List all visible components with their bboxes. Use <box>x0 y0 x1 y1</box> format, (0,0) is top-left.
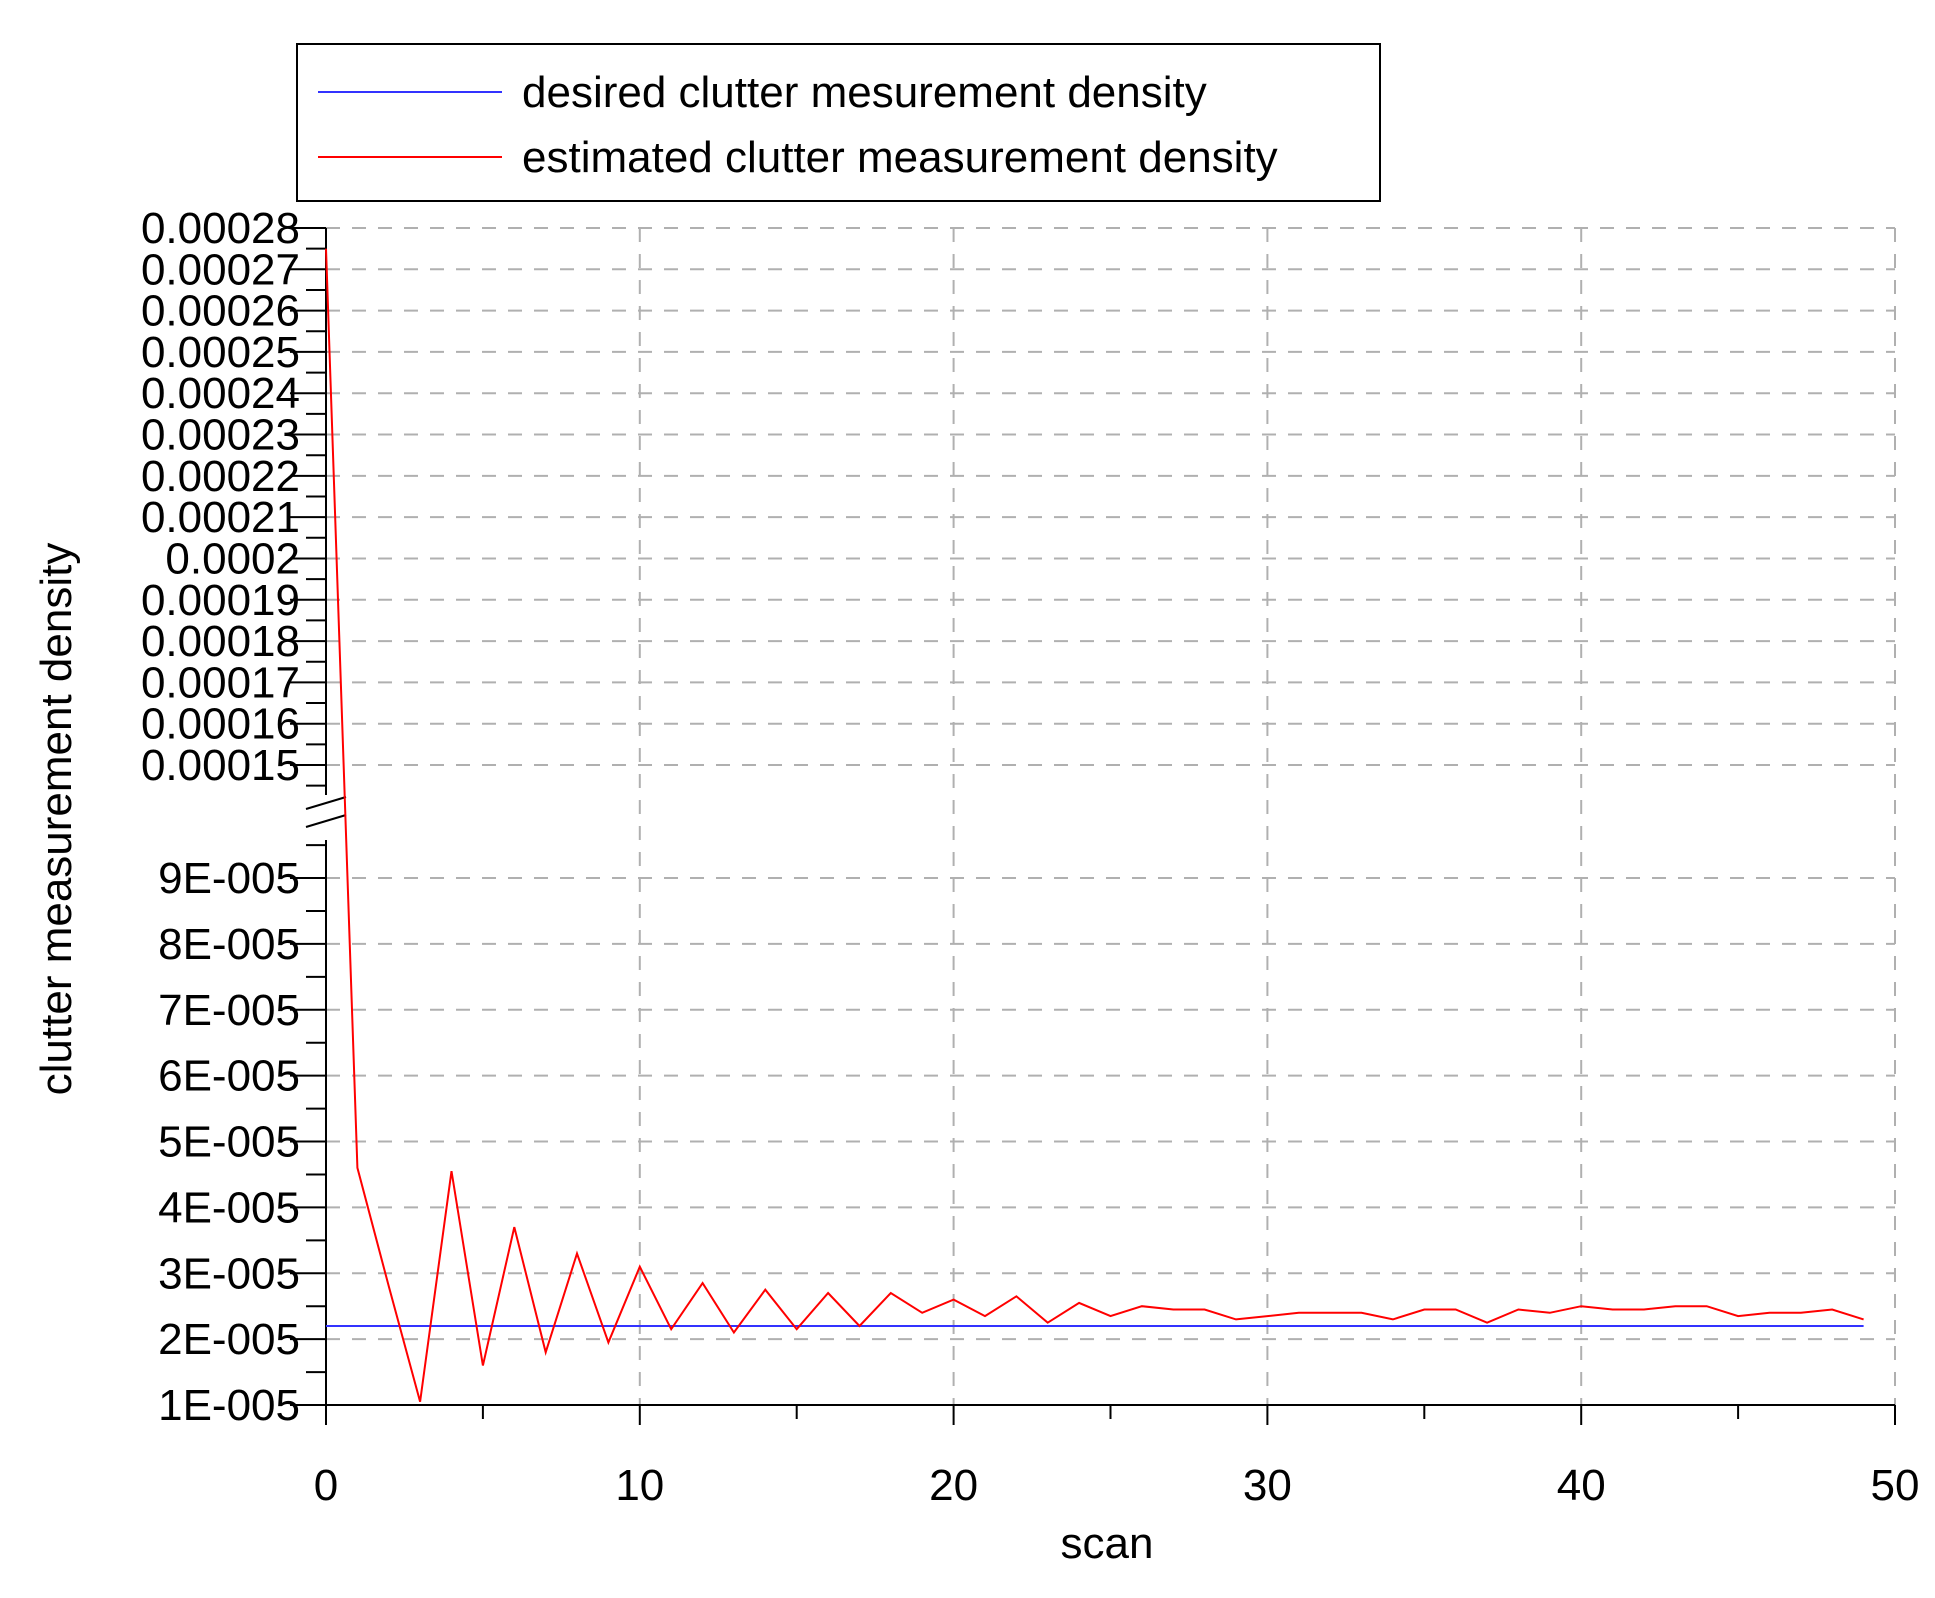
y-tick-label: 2E-005 <box>158 1315 300 1364</box>
y-tick-label: 9E-005 <box>158 854 300 903</box>
y-tick-label: 0.00027 <box>141 245 300 294</box>
legend: desired clutter mesurement density estim… <box>296 43 1381 202</box>
y-tick-label: 8E-005 <box>158 920 300 969</box>
y-tick-label: 0.0002 <box>165 534 300 583</box>
grid-lines <box>326 227 1896 1406</box>
x-tick-label: 30 <box>1243 1461 1292 1510</box>
x-axis-title: scan <box>1061 1519 1154 1568</box>
y-tick-label: 0.00017 <box>141 658 300 707</box>
series-line-estimated <box>325 248 1864 1402</box>
y-tick-label: 0.00023 <box>141 411 300 460</box>
y-tick-label: 0.00019 <box>141 576 300 625</box>
x-tick-label: 40 <box>1557 1461 1606 1510</box>
y-tick-label: 0.00016 <box>141 700 300 749</box>
y-tick-label: 0.00024 <box>141 369 300 418</box>
x-tick-label: 10 <box>615 1461 664 1510</box>
y-axis-title: clutter measurement density <box>32 543 81 1096</box>
axis-break-mark <box>305 814 347 828</box>
y-tick-label: 0.00026 <box>141 287 300 336</box>
legend-label-desired: desired clutter mesurement density <box>522 68 1207 117</box>
y-tick-label: 1E-005 <box>158 1381 300 1430</box>
y-tick-label: 0.00018 <box>141 617 300 666</box>
series-layer <box>325 248 1864 1402</box>
y-tick-label: 0.00015 <box>141 741 300 790</box>
y-tick-label: 3E-005 <box>158 1249 300 1298</box>
x-tick-label: 20 <box>929 1461 978 1510</box>
legend-box <box>296 43 1381 202</box>
y-tick-label: 0.00021 <box>141 493 300 542</box>
y-tick-label: 0.00025 <box>141 328 300 377</box>
y-tick-label: 0.00022 <box>141 452 300 501</box>
legend-label-estimated: estimated clutter measurement density <box>522 133 1278 182</box>
y-tick-label: 4E-005 <box>158 1183 300 1232</box>
y-tick-label: 5E-005 <box>158 1118 300 1167</box>
x-tick-label: 0 <box>314 1461 338 1510</box>
y-tick-label: 6E-005 <box>158 1052 300 1101</box>
y-tick-label: 0.00028 <box>141 204 300 253</box>
x-tick-label: 50 <box>1871 1461 1920 1510</box>
axis-break-mark <box>305 796 347 810</box>
y-tick-label: 7E-005 <box>158 986 300 1035</box>
axes: 0 10 20 30 40 50 1E-005 2E-005 3E-005 4E-005 5E-00… <box>141 204 1920 1510</box>
